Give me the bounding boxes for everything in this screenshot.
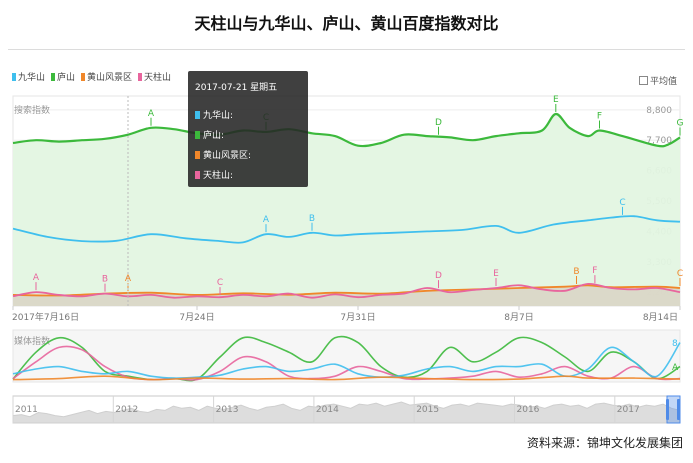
event-marker-label: G <box>677 118 684 128</box>
event-marker-label: E <box>553 95 559 105</box>
legend-item-lushan[interactable]: 庐山 <box>51 70 75 83</box>
average-toggle[interactable]: 平均值 <box>638 74 677 87</box>
y-tick-label: 8,800 <box>646 106 672 116</box>
x-tick-label: 7月31日 <box>340 312 375 323</box>
legend-label-lushan: 庐山 <box>57 73 76 83</box>
legend-label-tianzhu: 天柱山 <box>144 73 172 83</box>
event-marker-label: E <box>493 269 499 279</box>
overview-year-label: 2017 <box>617 405 640 415</box>
overview-year-label: 2012 <box>115 405 138 415</box>
tooltip-date: 2017-07-21 星期五 <box>195 83 278 93</box>
overview-year-label: 2013 <box>216 405 239 415</box>
overview-year-label: 2015 <box>416 405 439 415</box>
x-tick-label: 7月24日 <box>179 312 214 323</box>
event-marker-label: B <box>102 275 108 285</box>
average-toggle-label: 平均值 <box>649 77 677 87</box>
event-marker-label: D <box>435 271 442 281</box>
event-marker-label: A <box>125 274 132 284</box>
average-checkbox[interactable] <box>638 76 648 85</box>
tooltip-swatch-lushan <box>195 130 200 139</box>
overview-area <box>12 401 681 424</box>
event-marker-label: C <box>677 269 683 279</box>
event-marker-label: A <box>263 215 270 225</box>
series-line-jiuhua <box>12 215 681 244</box>
tooltip-row-tianzhu: 天柱山: <box>195 168 233 181</box>
legend-item-tianzhu[interactable]: 天柱山 <box>138 70 171 83</box>
y-tick-label: 7,700 <box>646 136 672 146</box>
event-marker-label: F <box>592 266 597 276</box>
media-line-tianzhu <box>12 345 681 381</box>
tooltip-swatch-tianzhu <box>195 170 200 179</box>
x-tick-label: 8月7日 <box>504 312 533 323</box>
legend-label-jiuhua: 九华山 <box>18 73 46 83</box>
event-marker-label: D <box>435 118 442 128</box>
x-tick-label: 2017年7月16日 <box>12 311 79 323</box>
event-marker-label: C <box>217 278 223 288</box>
hover-tooltip: 2017-07-21 星期五 九华山: 庐山: 黄山风景区: 天柱山: <box>188 71 308 187</box>
overview-year-label: 2014 <box>316 405 339 415</box>
legend-item-jiuhua[interactable]: 九华山 <box>12 70 45 83</box>
tooltip-label-jiuhua: 九华山: <box>203 111 234 121</box>
tooltip-label-lushan: 庐山: <box>203 131 225 141</box>
tooltip-row-jiuhua: 九华山: <box>195 108 233 121</box>
tooltip-label-huangshan: 黄山风景区: <box>203 151 252 161</box>
media-y-label: 媒体指数 <box>14 335 50 347</box>
title-divider <box>8 49 685 50</box>
tooltip-row-lushan: 庐山: <box>195 128 224 141</box>
event-marker-label: A <box>33 273 40 283</box>
tooltip-swatch-huangshan <box>195 150 200 159</box>
legend-item-huangshan[interactable]: 黄山风景区 <box>81 70 132 83</box>
chart-title: 天柱山与九华山、庐山、黄山百度指数对比 <box>194 14 499 33</box>
overview-handle-left[interactable] <box>666 399 669 420</box>
overview-year-label: 2011 <box>15 405 38 415</box>
event-marker-label: B <box>573 267 579 277</box>
legend-swatch-jiuhua <box>12 72 16 81</box>
event-marker-label: F <box>597 112 602 122</box>
legend-label-huangshan: 黄山风景区 <box>87 73 133 83</box>
media-plot-area <box>12 329 681 383</box>
series-line-tianzhu <box>12 282 681 299</box>
overview-handle-right[interactable] <box>677 399 680 420</box>
tooltip-row-huangshan: 黄山风景区: <box>195 148 251 161</box>
media-marker-label: 8 <box>672 339 678 349</box>
event-marker-label: C <box>619 198 625 208</box>
media-line-huangshan <box>12 375 681 381</box>
series-line-lushan <box>12 112 681 148</box>
legend-swatch-lushan <box>51 72 56 81</box>
event-marker-label: B <box>309 214 315 224</box>
legend: 九华山 庐山 黄山风景区 天柱山 <box>12 70 171 83</box>
legend-swatch-tianzhu <box>138 72 143 81</box>
overview-year-label: 2016 <box>517 405 540 415</box>
source-note: 资料来源：锦坤文化发展集团 <box>526 436 683 450</box>
main-y-label: 搜索指数 <box>14 104 50 116</box>
lushan-area <box>13 113 680 306</box>
media-marker-label: A <box>672 363 679 373</box>
tooltip-label-tianzhu: 天柱山: <box>203 171 234 181</box>
event-marker-label: A <box>148 109 155 119</box>
tooltip-swatch-jiuhua <box>195 110 200 119</box>
x-tick-label: 8月14日 <box>643 312 678 323</box>
legend-swatch-huangshan <box>81 72 86 81</box>
